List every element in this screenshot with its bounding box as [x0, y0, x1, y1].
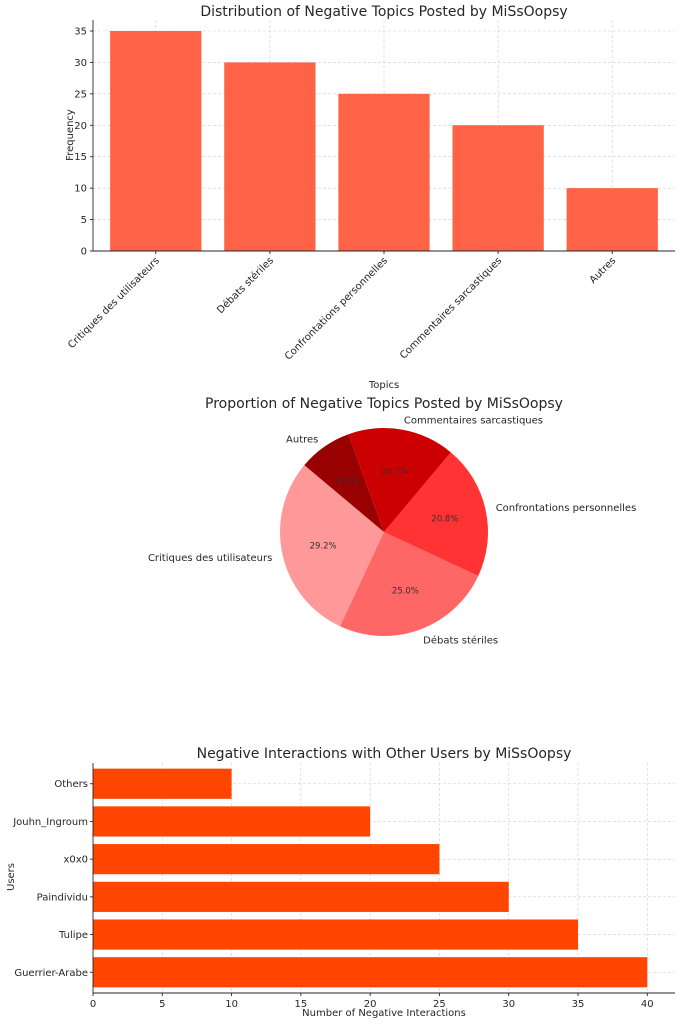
y-tick-label: 25	[74, 89, 87, 100]
bar	[338, 93, 430, 251]
x-tick-label: Confrontations personnelles	[283, 255, 390, 362]
y-tick-label: 10	[74, 184, 87, 195]
chart-title: Negative Interactions with Other Users b…	[197, 746, 572, 762]
pie-slice	[304, 434, 384, 532]
x-tick-label: 25	[433, 999, 446, 1010]
y-tick-label: Others	[54, 779, 88, 790]
x-tick-label: Critiques des utilisateurs	[66, 255, 162, 351]
bar	[110, 31, 202, 251]
y-tick-label: Tulipe	[58, 930, 88, 941]
y-tick-label: 0	[81, 247, 87, 258]
x-tick-label: 20	[364, 999, 377, 1010]
y-tick-label: 15	[74, 152, 87, 163]
x-tick-label: 0	[90, 999, 96, 1010]
pie-chart-topics: Proportion of Negative Topics Posted by …	[148, 396, 636, 647]
y-tick-label: Jouhn_Ingroum	[12, 817, 88, 828]
x-tick-label: Autres	[588, 255, 619, 286]
x-tick-label: 40	[641, 999, 654, 1010]
pie-percent-label: 16.7%	[381, 467, 408, 477]
x-tick-label: Commentaires sarcastiques	[398, 255, 504, 361]
hbar-chart-users: Negative Interactions with Other Users b…	[6, 746, 675, 1019]
pie-slice	[384, 452, 488, 576]
y-axis-label: Frequency	[65, 109, 76, 161]
pie-label: Débats stériles	[423, 635, 498, 647]
bar	[224, 62, 316, 251]
pie-percent-label: 25.0%	[392, 587, 419, 597]
bar-chart-topics: Distribution of Negative Topics Posted b…	[65, 4, 675, 391]
x-tick-label: 15	[294, 999, 307, 1010]
pie-label: Autres	[286, 434, 318, 445]
x-tick-label: 35	[572, 999, 585, 1010]
pie-percent-label: 8.3%	[337, 477, 359, 487]
chart-title: Proportion of Negative Topics Posted by …	[205, 396, 563, 412]
y-tick-label: 30	[74, 58, 87, 69]
pie-label: Commentaires sarcastiques	[404, 415, 543, 426]
y-tick-label: Paindividu	[37, 892, 88, 903]
x-axis-label: Topics	[368, 380, 399, 391]
bar	[93, 881, 509, 912]
pie-label: Critiques des utilisateurs	[148, 553, 272, 564]
bar	[93, 957, 648, 988]
x-axis-label: Number of Negative Interactions	[302, 1008, 466, 1019]
bar	[452, 125, 544, 251]
bar	[566, 188, 658, 251]
pie-slice	[348, 428, 451, 532]
y-tick-label: x0x0	[63, 855, 88, 866]
y-tick-label: 5	[81, 215, 87, 226]
bar	[93, 919, 578, 950]
bar	[93, 806, 371, 837]
x-tick-label: Débats stériles	[215, 255, 276, 316]
pie-slice	[340, 532, 479, 636]
bar	[93, 768, 232, 799]
y-tick-label: 20	[74, 121, 87, 132]
x-tick-label: 10	[225, 999, 238, 1010]
x-tick-label: 5	[159, 999, 165, 1010]
bar	[93, 844, 440, 875]
pie-label: Confrontations personnelles	[496, 503, 637, 514]
y-tick-label: Guerrier-Arabe	[14, 968, 88, 979]
pie-percent-label: 29.2%	[310, 542, 337, 552]
y-axis-label: Users	[6, 863, 17, 891]
pie-slice	[280, 465, 384, 627]
x-tick-label: 30	[502, 999, 515, 1010]
pie-percent-label: 20.8%	[431, 514, 458, 524]
y-tick-label: 35	[74, 27, 87, 38]
chart-title: Distribution of Negative Topics Posted b…	[200, 4, 567, 20]
